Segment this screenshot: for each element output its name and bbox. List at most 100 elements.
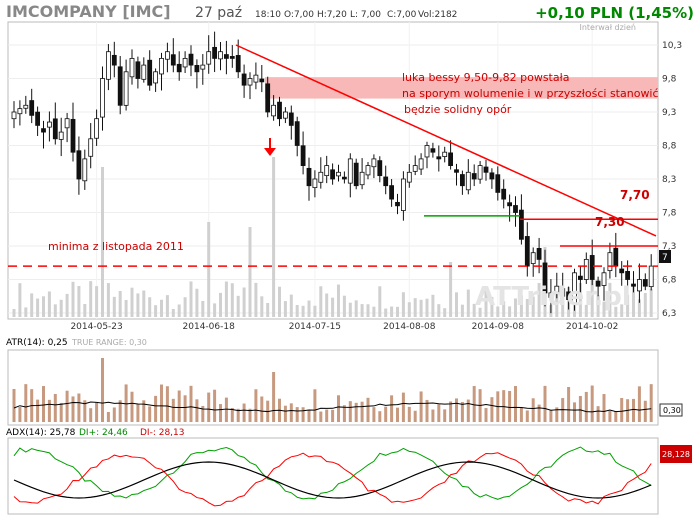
- candle-body: [229, 56, 235, 59]
- true-range-bar: [142, 400, 146, 422]
- true-range-bar: [236, 408, 240, 422]
- true-range-bar: [219, 404, 222, 422]
- candle-body: [631, 283, 636, 287]
- volume-bar: [466, 289, 470, 317]
- candle-body: [566, 291, 571, 300]
- candle-body: [648, 265, 654, 288]
- y-tick-label: 8,3: [662, 175, 676, 185]
- true-range-bar: [112, 407, 116, 422]
- candle-body: [235, 55, 241, 73]
- candle-body: [489, 172, 495, 180]
- gap-annotation-line-1: luka bessy 9,50-9,82 powstała: [402, 71, 569, 84]
- watermark: ATTrider.pl: [475, 282, 631, 312]
- volume-bar: [148, 297, 152, 317]
- ticker-title: IMCOMPANY [IMC]: [6, 2, 171, 21]
- di-plus-label: DI+: 24,46: [79, 428, 128, 438]
- volume-bar: [71, 281, 75, 317]
- di-minus-label: DI-: 28,13: [140, 428, 185, 438]
- adx-last-value: 28,128: [662, 450, 690, 459]
- y-tick-label: 6,8: [662, 276, 677, 286]
- true-range-bar: [401, 392, 405, 422]
- true-range-bar: [637, 386, 641, 422]
- volume-bar: [384, 308, 388, 317]
- price-panel-frame: [7, 21, 659, 320]
- candle-body: [389, 185, 395, 200]
- candle-body: [613, 247, 619, 267]
- volume-bar: [378, 286, 382, 317]
- candle-body: [601, 272, 607, 286]
- volume-bar: [325, 293, 329, 317]
- volume-bar: [89, 281, 93, 317]
- true-range-bar: [201, 405, 205, 422]
- gap-zone: [265, 77, 658, 99]
- volume-bar: [425, 298, 429, 317]
- true-range-bar: [449, 401, 453, 422]
- volume-bar: [83, 303, 87, 317]
- di-plus-line: [13, 446, 652, 500]
- volume-bar: [101, 167, 104, 317]
- candle-body: [495, 174, 501, 193]
- volume-bar: [201, 301, 205, 317]
- volume-bar: [596, 295, 600, 317]
- last-price-value: 7: [662, 253, 668, 263]
- x-tick-label: 2014-07-15: [289, 322, 341, 332]
- volume-bar: [490, 296, 494, 317]
- candle-body: [47, 121, 52, 128]
- volume-bar: [331, 297, 335, 317]
- atr-label: ATR(14): 0,25: [6, 338, 68, 348]
- candle-body: [94, 118, 99, 139]
- true-range-bar: [525, 410, 529, 422]
- true-range-bar: [543, 385, 547, 422]
- candle-body: [637, 279, 642, 292]
- true-range-bar: [508, 390, 512, 422]
- y-tick-label: 8,8: [662, 142, 677, 152]
- candle-body: [483, 166, 489, 173]
- true-range-bar: [372, 407, 376, 422]
- candle-body: [430, 148, 436, 153]
- volume-bar: [508, 306, 512, 317]
- volume-bar: [301, 305, 305, 317]
- volume-bar: [130, 287, 134, 317]
- volume-bar: [77, 286, 81, 317]
- candle-body: [383, 176, 389, 187]
- candle-body: [153, 71, 159, 84]
- volume-bar: [307, 300, 311, 317]
- down-arrow-icon: [264, 138, 276, 156]
- true-range-bar: [514, 386, 517, 422]
- candle-body: [188, 53, 194, 66]
- candle-body: [294, 121, 300, 146]
- volume-bar: [207, 222, 211, 317]
- header-close: C:7,00: [387, 10, 417, 20]
- volume-bar: [189, 281, 193, 317]
- candle-body: [200, 64, 206, 70]
- header-low: L: 7,00: [350, 10, 381, 20]
- volume-bar: [360, 304, 364, 317]
- true-range-bar: [177, 390, 181, 422]
- volume-bar: [614, 306, 618, 317]
- candle-body: [312, 178, 318, 189]
- last-price-tag: [659, 250, 671, 263]
- volume-bar: [337, 284, 340, 317]
- true-range-bar: [148, 406, 152, 422]
- true-range-bar: [165, 386, 169, 422]
- true-range-bar: [490, 397, 494, 422]
- candle-body: [418, 158, 424, 170]
- true-range-bar: [396, 407, 399, 422]
- volume-bars: [12, 157, 653, 317]
- header-open: O:7,00: [284, 10, 314, 20]
- volume-bar: [590, 257, 594, 317]
- candle-body: [400, 178, 406, 211]
- volume-bar: [59, 299, 63, 317]
- true-range-bar: [171, 398, 175, 422]
- candle-body: [548, 292, 554, 298]
- true-range-bar: [466, 399, 470, 422]
- true-range-bar: [12, 389, 16, 422]
- candle-body: [589, 255, 595, 280]
- true-range-bar: [567, 386, 571, 422]
- volume-bar: [401, 292, 405, 317]
- true-range-bar: [549, 409, 553, 422]
- volume-bar: [584, 304, 588, 317]
- candle-body: [442, 151, 448, 157]
- true-range-bar: [242, 403, 246, 422]
- candle-body: [347, 158, 353, 184]
